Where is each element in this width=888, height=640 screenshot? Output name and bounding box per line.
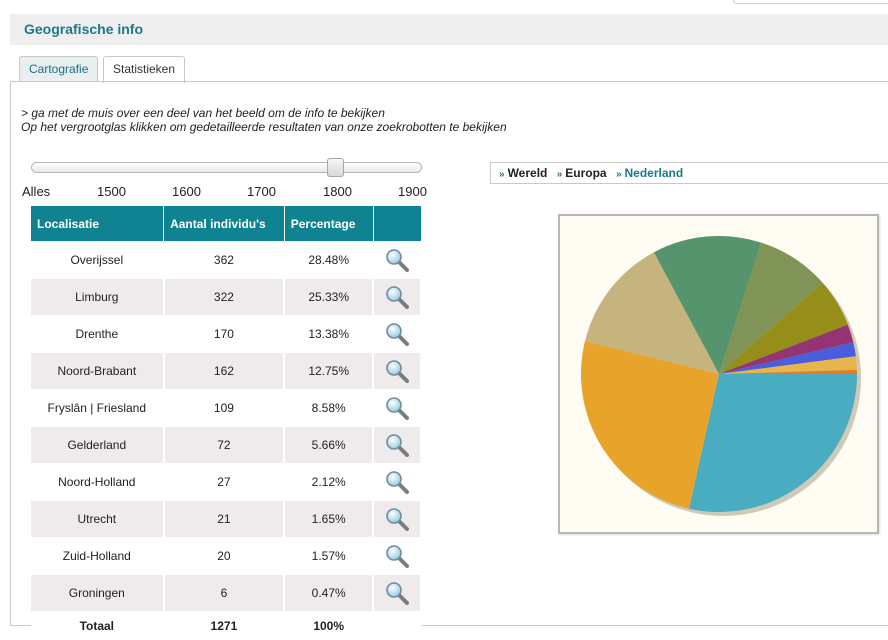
cell-percentage: 28.48% bbox=[284, 242, 373, 279]
period-slider-handle[interactable] bbox=[327, 158, 344, 177]
cell-percentage: 1.57% bbox=[284, 538, 373, 575]
cell-aantal: 20 bbox=[164, 538, 285, 575]
cell-localisatie: Noord-Brabant bbox=[31, 353, 164, 390]
column-header-aantal: Aantal individu's bbox=[164, 206, 285, 242]
magnifier-icon[interactable] bbox=[385, 396, 409, 420]
magnifier-icon[interactable] bbox=[385, 285, 409, 309]
cell-details bbox=[373, 575, 421, 612]
breadcrumb-europa[interactable]: Europa bbox=[565, 166, 606, 180]
cell-aantal: 170 bbox=[164, 316, 285, 353]
cell-percentage: 12.75% bbox=[284, 353, 373, 390]
tab-statistieken[interactable]: Statistieken bbox=[103, 56, 185, 83]
instruction-line-hover: > ga met de muis over een deel van het b… bbox=[21, 106, 507, 120]
cell-details bbox=[373, 353, 421, 390]
cell-localisatie: Drenthe bbox=[31, 316, 164, 353]
page-header: Geografische info bbox=[10, 14, 888, 45]
slider-label-alles: Alles bbox=[22, 184, 50, 199]
cell-localisatie: Limburg bbox=[31, 279, 164, 316]
magnifier-icon[interactable] bbox=[385, 544, 409, 568]
total-percentage: 100% bbox=[284, 612, 373, 640]
total-label: Totaal bbox=[31, 612, 164, 640]
total-count: 1271 bbox=[164, 612, 285, 640]
cell-details bbox=[373, 316, 421, 353]
cell-percentage: 25.33% bbox=[284, 279, 373, 316]
magnifier-icon[interactable] bbox=[385, 507, 409, 531]
column-header-percentage: Percentage bbox=[284, 206, 373, 242]
cell-percentage: 5.66% bbox=[284, 427, 373, 464]
page-title: Geografische info bbox=[24, 21, 143, 37]
slider-label-1500: 1500 bbox=[97, 184, 126, 199]
cell-percentage: 1.65% bbox=[284, 501, 373, 538]
table-header-row: Localisatie Aantal individu's Percentage bbox=[31, 206, 421, 242]
cell-percentage: 2.12% bbox=[284, 464, 373, 501]
breadcrumb-wereld[interactable]: Wereld bbox=[508, 166, 548, 180]
pie-chart-box bbox=[558, 214, 879, 534]
top-search-box[interactable] bbox=[733, 0, 888, 4]
magnifier-icon[interactable] bbox=[385, 322, 409, 346]
column-header-localisatie: Localisatie bbox=[31, 206, 164, 242]
breadcrumb-separator-icon: » bbox=[499, 169, 505, 180]
magnifier-icon[interactable] bbox=[385, 433, 409, 457]
cell-aantal: 72 bbox=[164, 427, 285, 464]
breadcrumb: »Wereld »Europa »Nederland bbox=[490, 162, 888, 184]
cell-aantal: 109 bbox=[164, 390, 285, 427]
breadcrumb-separator-icon: » bbox=[616, 169, 622, 180]
slider-label-1900: 1900 bbox=[398, 184, 427, 199]
breadcrumb-separator-icon: » bbox=[557, 169, 563, 180]
cell-aantal: 362 bbox=[164, 242, 285, 279]
cell-details bbox=[373, 279, 421, 316]
cell-percentage: 0.47% bbox=[284, 575, 373, 612]
cell-aantal: 27 bbox=[164, 464, 285, 501]
cell-localisatie: Zuid-Holland bbox=[31, 538, 164, 575]
magnifier-icon[interactable] bbox=[385, 470, 409, 494]
cell-localisatie: Fryslân | Friesland bbox=[31, 390, 164, 427]
cell-aantal: 6 bbox=[164, 575, 285, 612]
cell-details bbox=[373, 427, 421, 464]
column-header-details bbox=[373, 206, 421, 242]
cell-localisatie: Groningen bbox=[31, 575, 164, 612]
slider-label-1700: 1700 bbox=[247, 184, 276, 199]
cell-localisatie: Utrecht bbox=[31, 501, 164, 538]
cell-localisatie: Noord-Holland bbox=[31, 464, 164, 501]
statistics-table: Localisatie Aantal individu's Percentage… bbox=[31, 206, 422, 640]
cell-localisatie: Gelderland bbox=[31, 427, 164, 464]
instruction-line-magnifier: Op het vergrootglas klikken om gedetaill… bbox=[21, 120, 507, 134]
slider-label-1600: 1600 bbox=[172, 184, 201, 199]
breadcrumb-nederland: Nederland bbox=[625, 166, 684, 180]
period-slider-track[interactable] bbox=[31, 162, 422, 173]
cell-percentage: 13.38% bbox=[284, 316, 373, 353]
tab-cartografie[interactable]: Cartografie bbox=[19, 56, 98, 81]
total-empty-cell bbox=[373, 612, 421, 640]
magnifier-icon[interactable] bbox=[385, 359, 409, 383]
cell-aantal: 21 bbox=[164, 501, 285, 538]
slider-label-1800: 1800 bbox=[323, 184, 352, 199]
cell-percentage: 8.58% bbox=[284, 390, 373, 427]
cell-localisatie: Overijssel bbox=[31, 242, 164, 279]
cell-aantal: 162 bbox=[164, 353, 285, 390]
cell-details bbox=[373, 464, 421, 501]
cell-details bbox=[373, 538, 421, 575]
instructions: > ga met de muis over een deel van het b… bbox=[21, 106, 507, 134]
magnifier-icon[interactable] bbox=[385, 581, 409, 605]
magnifier-icon[interactable] bbox=[385, 248, 409, 272]
pie-chart bbox=[560, 216, 877, 532]
cell-details bbox=[373, 390, 421, 427]
cell-details bbox=[373, 242, 421, 279]
cell-aantal: 322 bbox=[164, 279, 285, 316]
cell-details bbox=[373, 501, 421, 538]
